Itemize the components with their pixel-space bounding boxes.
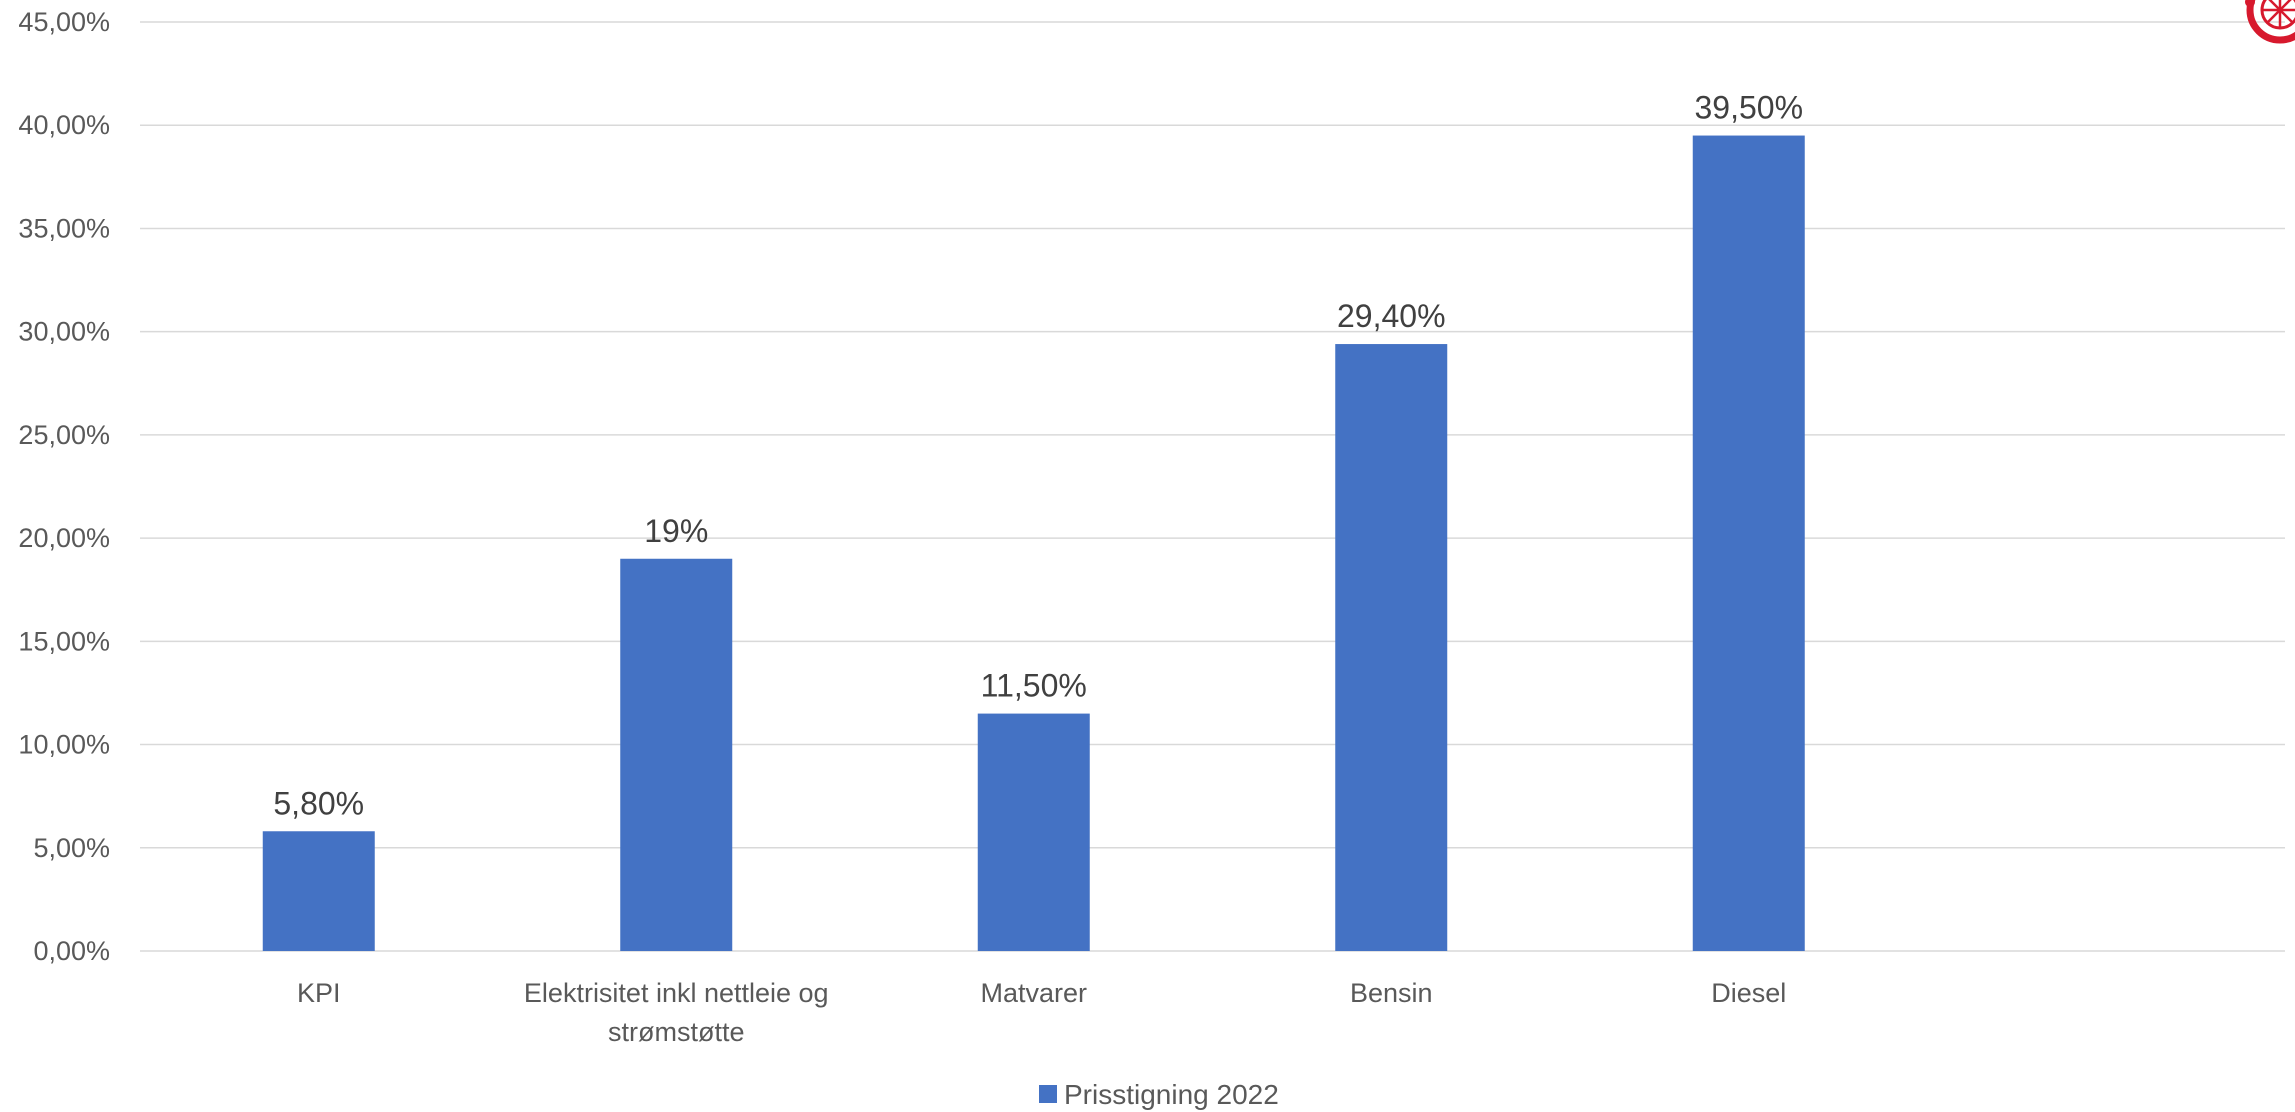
logo-dot: [2245, 0, 2255, 7]
legend-label: Prisstigning 2022: [1064, 1079, 1279, 1110]
y-tick-label: 5,00%: [33, 833, 110, 863]
logo-hub: [2260, 0, 2295, 30]
logo-spoke: [2279, 9, 2294, 24]
category-label: Bensin: [1350, 978, 1433, 1008]
bar: [1335, 344, 1448, 951]
logo-ring: [2246, 0, 2295, 44]
y-axis-ticks: 0,00% 5,00% 10,00% 15,00% 20,00% 25,00% 30,00%…: [18, 7, 110, 966]
y-tick-label: 40,00%: [18, 110, 110, 140]
bars: [262, 135, 1805, 952]
data-label: 11,50%: [981, 668, 1087, 704]
y-tick-label: 25,00%: [18, 420, 110, 450]
y-tick-label: 0,00%: [33, 936, 110, 966]
logo-spoke: [2266, 9, 2281, 24]
y-tick-label: 45,00%: [18, 7, 110, 37]
logo-spoke: [2279, 0, 2292, 11]
y-tick-label: 20,00%: [18, 523, 110, 553]
logo-spoke: [2268, 0, 2281, 11]
bar: [262, 831, 375, 951]
data-label: 29,40%: [1337, 298, 1446, 334]
gridlines: [140, 21, 2285, 952]
data-label: 5,80%: [273, 785, 364, 821]
bar: [977, 713, 1090, 951]
category-label: strømstøtte: [608, 1017, 745, 1047]
legend[interactable]: Prisstigning 2022: [1039, 1079, 1279, 1110]
y-tick-label: 10,00%: [18, 730, 110, 760]
y-tick-label: 15,00%: [18, 626, 110, 656]
data-label: 19%: [644, 513, 708, 549]
bar: [620, 558, 733, 951]
y-tick-label: 35,00%: [18, 213, 110, 243]
category-label: KPI: [297, 978, 341, 1008]
legend-swatch: [1039, 1085, 1057, 1103]
x-axis-categories: KPI Elektrisitet inkl nettleie og strømstø…: [297, 978, 1786, 1047]
data-labels: 5,80% 19% 11,50% 29,40% 39,50%: [273, 90, 1803, 822]
category-label: Diesel: [1711, 978, 1786, 1008]
category-label: Matvarer: [980, 978, 1087, 1008]
y-tick-label: 30,00%: [18, 317, 110, 347]
category-label: Elektrisitet inkl nettleie og: [524, 978, 829, 1008]
bar: [1692, 135, 1805, 952]
wheel-logo-icon: [2245, 0, 2295, 44]
data-label: 39,50%: [1694, 90, 1803, 126]
